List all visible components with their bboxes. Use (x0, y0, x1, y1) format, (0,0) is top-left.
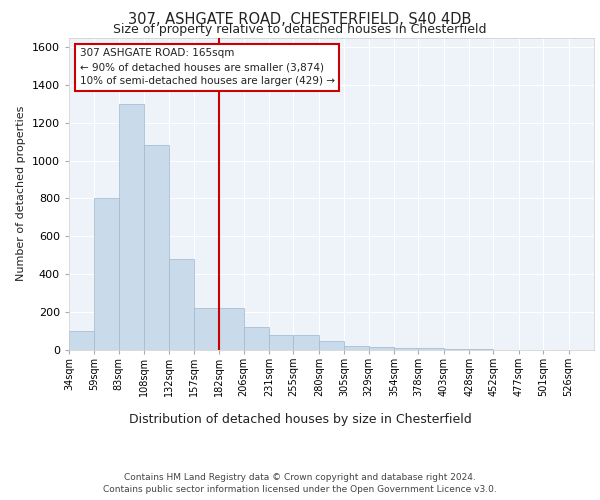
Text: Size of property relative to detached houses in Chesterfield: Size of property relative to detached ho… (113, 22, 487, 36)
Bar (444, 349, 469, 350)
Bar (244, 328, 269, 350)
Bar (144, 146, 169, 350)
Bar (94, 198, 119, 350)
Bar (293, 335, 319, 350)
Bar (219, 308, 244, 350)
Text: 307, ASHGATE ROAD, CHESTERFIELD, S40 4DB: 307, ASHGATE ROAD, CHESTERFIELD, S40 4DB (128, 12, 472, 26)
Y-axis label: Number of detached properties: Number of detached properties (16, 106, 26, 282)
Text: Contains public sector information licensed under the Open Government Licence v3: Contains public sector information licen… (103, 485, 497, 494)
Bar (418, 348, 444, 350)
Bar (319, 340, 344, 350)
Bar (169, 259, 194, 350)
Bar (368, 347, 394, 350)
Bar (269, 335, 293, 350)
Bar (394, 348, 418, 350)
Bar (119, 104, 144, 350)
Bar (69, 331, 94, 350)
Text: Contains HM Land Registry data © Crown copyright and database right 2024.: Contains HM Land Registry data © Crown c… (124, 472, 476, 482)
Text: Distribution of detached houses by size in Chesterfield: Distribution of detached houses by size … (128, 412, 472, 426)
Text: 307 ASHGATE ROAD: 165sqm
← 90% of detached houses are smaller (3,874)
10% of sem: 307 ASHGATE ROAD: 165sqm ← 90% of detach… (79, 48, 335, 86)
Bar (344, 346, 368, 350)
Bar (194, 308, 219, 350)
